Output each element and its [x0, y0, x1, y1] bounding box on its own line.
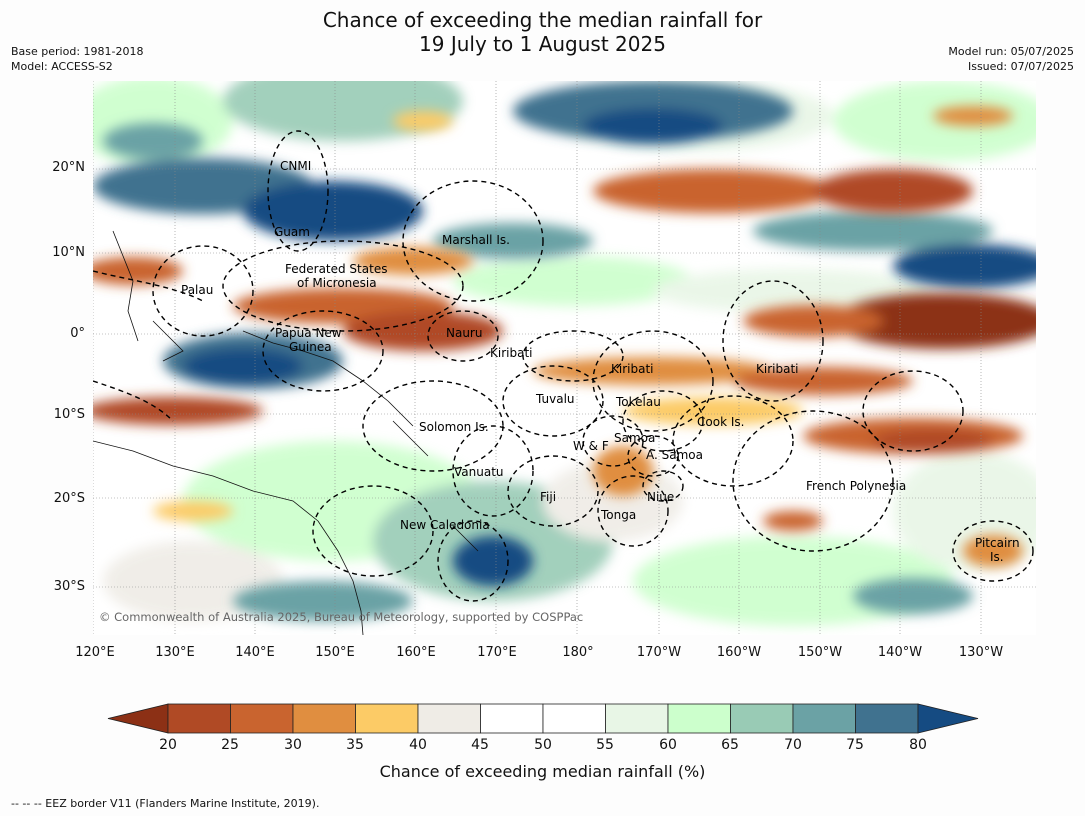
- colorbar-segment-35-40: [355, 703, 419, 734]
- place-label-pitcairn-line2: Is.: [990, 550, 1004, 564]
- colorbar-segment-40-45: [417, 703, 481, 734]
- colorbar-tick-50: 50: [534, 737, 552, 753]
- coastlines: [93, 230, 479, 635]
- place-label-tokelau: Tokelau: [616, 395, 661, 409]
- place-label-american-samoa: A. Samoa: [646, 448, 703, 462]
- colorbar-segment-70-75: [792, 703, 856, 734]
- lon-label-170w: 170°W: [636, 645, 682, 660]
- place-label-cnmi: CNMI: [280, 159, 312, 173]
- map-title-line2: 19 July to 1 August 2025: [419, 32, 666, 56]
- lon-label-160w: 160°W: [716, 645, 762, 660]
- model-text: Model: ACCESS-S2: [11, 60, 113, 73]
- colorbar-segment-65-70: [730, 703, 794, 734]
- colorbar-tick-65: 65: [721, 737, 739, 753]
- meta-left: Base period: 1981-2018 Model: ACCESS-S2: [11, 44, 143, 74]
- colorbar-extension-low: [107, 703, 169, 734]
- place-label-fsm-line2: of Micronesia: [297, 276, 377, 290]
- lat-label-20n: 20°N: [52, 160, 85, 175]
- place-label-kiribati-west: Kiribati: [490, 346, 533, 360]
- place-label-kiribati-central: Kiribati: [611, 362, 654, 376]
- colorbar-extension-high: [917, 703, 979, 734]
- lat-label-10n: 10°N: [52, 245, 85, 260]
- place-label-cook-islands: Cook Is.: [697, 415, 745, 429]
- copyright-notice: © Commonwealth of Australia 2025, Bureau…: [99, 610, 584, 624]
- colorbar-tick-35: 35: [346, 737, 364, 753]
- place-label-kiribati-east: Kiribati: [756, 362, 799, 376]
- model-run-text: Model run: 05/07/2025: [948, 45, 1074, 58]
- lon-label-120e: 120°E: [75, 645, 115, 660]
- colorbar-segment-30-35: [292, 703, 356, 734]
- place-label-samoa: Samoa: [614, 431, 656, 445]
- place-label-new-caledonia: New Caledonia: [400, 518, 490, 532]
- lon-label-130w: 130°W: [958, 645, 1004, 660]
- place-label-pitcairn-line1: Pitcairn: [975, 536, 1020, 550]
- lon-label-180: 180°: [562, 645, 594, 660]
- place-label-french-polynesia: French Polynesia: [806, 479, 907, 493]
- eez-borders: [93, 130, 1034, 602]
- colorbar-tick-40: 40: [409, 737, 427, 753]
- colorbar-title: Chance of exceeding median rainfall (%): [379, 762, 706, 781]
- colorbar-segment-60-65: [667, 703, 731, 734]
- place-label-wallis-futuna: W & F: [573, 439, 609, 453]
- map-title-line1: Chance of exceeding the median rainfall …: [322, 8, 763, 32]
- colorbar-segment-25-30: [230, 703, 294, 734]
- lon-label-140w: 140°W: [877, 645, 923, 660]
- colorbar-tick-70: 70: [784, 737, 802, 753]
- colorbar: [107, 703, 979, 734]
- place-label-marshall-islands: Marshall Is.: [442, 233, 510, 247]
- place-label-nauru: Nauru: [446, 326, 483, 340]
- lat-label-30s: 30°S: [53, 579, 85, 594]
- lat-label-20s: 20°S: [53, 491, 85, 506]
- rainfall-map: [93, 81, 1036, 635]
- lat-label-0: 0°: [70, 326, 85, 341]
- meta-right: Model run: 05/07/2025 Issued: 07/07/2025: [948, 44, 1074, 74]
- colorbar-tick-45: 45: [471, 737, 489, 753]
- colorbar-segment-45-50: [480, 703, 544, 734]
- place-label-solomon-islands: Solomon Is.: [419, 420, 489, 434]
- lon-label-130e: 130°E: [155, 645, 195, 660]
- place-label-palau: Palau: [181, 283, 214, 297]
- place-label-tonga: Tonga: [601, 508, 637, 522]
- colorbar-tick-20: 20: [159, 737, 177, 753]
- place-label-vanuatu: Vanuatu: [454, 465, 504, 479]
- base-period-text: Base period: 1981-2018: [11, 45, 144, 58]
- rainfall-anomaly-field: [93, 81, 1036, 635]
- lat-label-10s: 10°S: [53, 407, 85, 422]
- lon-label-140e: 140°E: [235, 645, 275, 660]
- place-label-niue: Niue: [647, 490, 675, 504]
- place-label-png-line2: Guinea: [289, 340, 332, 354]
- colorbar-segment-20-25: [167, 703, 231, 734]
- colorbar-tick-30: 30: [284, 737, 302, 753]
- colorbar-segment-55-60: [605, 703, 669, 734]
- eez-footnote: -- -- -- EEZ border V11 (Flanders Marine…: [11, 797, 320, 810]
- lon-label-170e: 170°E: [477, 645, 517, 660]
- place-label-guam: Guam: [274, 225, 310, 239]
- colorbar-tick-60: 60: [659, 737, 677, 753]
- lon-label-160e: 160°E: [396, 645, 436, 660]
- colorbar-segment-75-80: [855, 703, 919, 734]
- issued-text: Issued: 07/07/2025: [967, 60, 1074, 73]
- place-label-tuvalu: Tuvalu: [536, 392, 575, 406]
- colorbar-tick-55: 55: [596, 737, 614, 753]
- colorbar-segment-50-55: [542, 703, 606, 734]
- place-label-fiji: Fiji: [540, 490, 557, 504]
- colorbar-tick-25: 25: [221, 737, 239, 753]
- lon-label-150w: 150°W: [797, 645, 843, 660]
- colorbar-tick-80: 80: [909, 737, 927, 753]
- place-label-fsm-line1: Federated States: [285, 262, 388, 276]
- lon-label-150e: 150°E: [315, 645, 355, 660]
- place-label-png-line1: Papua New: [275, 326, 342, 340]
- rainfall-map-canvas: [93, 81, 1036, 635]
- colorbar-tick-75: 75: [846, 737, 864, 753]
